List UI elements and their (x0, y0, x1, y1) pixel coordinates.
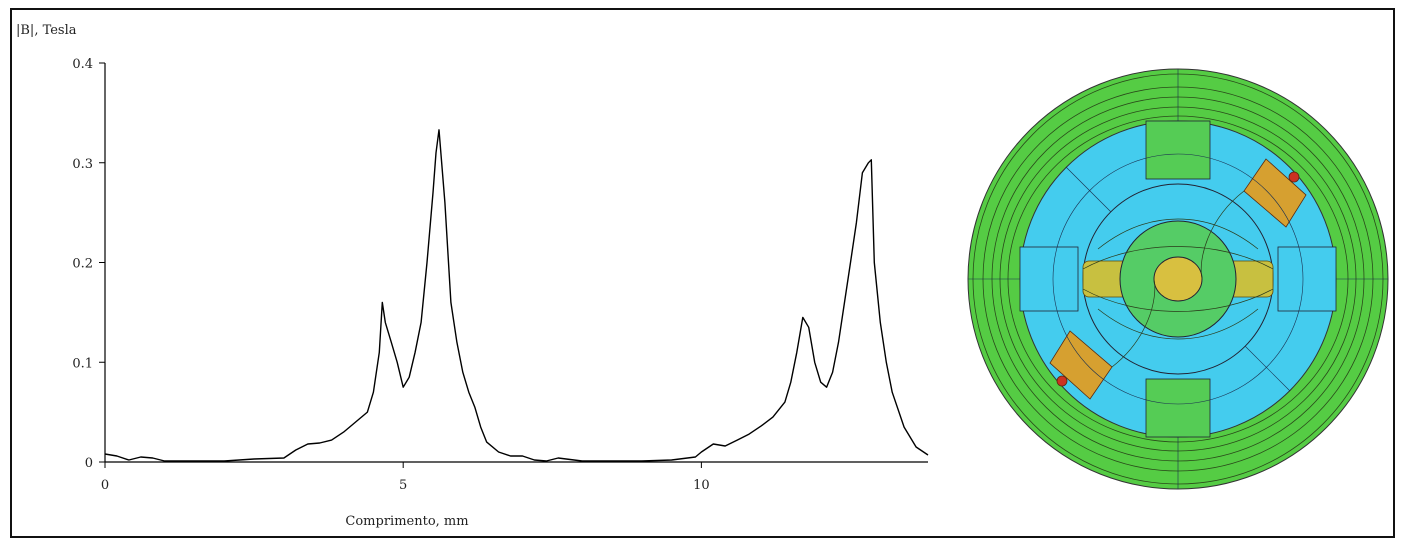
chart-series (104, 129, 929, 462)
mesh-lines (968, 69, 1388, 489)
y-tick-label: 0.4 (72, 57, 93, 72)
chart-axes (104, 63, 928, 463)
stator-slots (1019, 120, 1337, 438)
y-tick-label: 0 (85, 456, 93, 471)
y-axis-title: |B|, Tesla (16, 23, 77, 38)
motor-cross-section (967, 68, 1389, 490)
chart-ticks: 0 0.1 0.2 0.3 0.4 0 5 10 (72, 57, 709, 493)
y-tick-label: 0.1 (72, 356, 93, 371)
motor-field-diagram (967, 68, 1389, 490)
x-tick-label: 5 (399, 478, 407, 493)
series-line (104, 129, 929, 462)
x-tick-label: 10 (693, 478, 710, 493)
y-tick-label: 0.3 (72, 157, 93, 172)
figure-frame: |B|, Tesla Comprimento, mm 0 0.1 0.2 0.3 0.4… (10, 8, 1395, 538)
y-tick-label: 0.2 (72, 257, 93, 272)
x-tick-label: 0 (101, 478, 109, 493)
field-lines-inner (1082, 190, 1274, 368)
shaft (1153, 256, 1203, 302)
field-magnitude-chart: |B|, Tesla Comprimento, mm 0 0.1 0.2 0.3 0.4… (16, 23, 929, 529)
x-axis-title: Comprimento, mm (345, 514, 468, 529)
